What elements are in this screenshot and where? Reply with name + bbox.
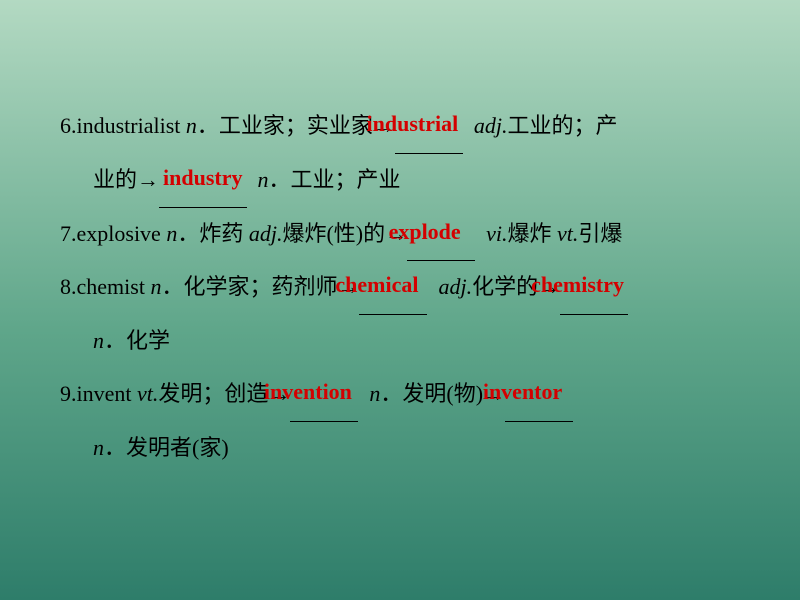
blank: industrial xyxy=(395,100,463,154)
pos: n xyxy=(93,435,104,460)
pos: n xyxy=(166,221,177,246)
def: 引爆 xyxy=(578,221,622,246)
blank: inventor xyxy=(505,368,573,422)
entry-8-line1: 8.chemist n．化学家；药剂师→chemical adj.化学的→che… xyxy=(60,261,740,315)
entry-9-line2: n．发明者(家) xyxy=(60,422,740,475)
def: ．发明者(家) xyxy=(104,435,229,460)
blank: explode xyxy=(407,208,475,262)
headword: industrialist xyxy=(77,113,181,138)
content-block: 6.industrialist n．工业家；实业家→industrial adj… xyxy=(60,100,740,475)
answer: industrial xyxy=(367,111,459,136)
headword: invent xyxy=(77,381,132,406)
pos: n xyxy=(186,113,197,138)
pos: n xyxy=(93,328,104,353)
pos: vt. xyxy=(557,221,578,246)
pos: adj. xyxy=(474,113,508,138)
pos: adj. xyxy=(249,221,283,246)
headword: chemist xyxy=(77,274,145,299)
pos: adj. xyxy=(438,274,472,299)
num: 6 xyxy=(60,113,71,138)
def: ．化学家；药剂师→ xyxy=(161,274,359,299)
entry-7: 7.explosive n．炸药 adj.爆炸(性)的→explode vi.爆… xyxy=(60,208,740,262)
num: 7 xyxy=(60,221,71,246)
def: ．炸药 xyxy=(177,221,249,246)
answer: inventor xyxy=(483,379,562,404)
answer: chemical xyxy=(335,272,418,297)
answer: industry xyxy=(163,165,242,190)
pos: vi. xyxy=(486,221,507,246)
entry-6-line2: 业的→industry n．工业；产业 xyxy=(60,154,740,208)
slide: 6.industrialist n．工业家；实业家→industrial adj… xyxy=(0,0,800,600)
def: 业的→ xyxy=(93,167,159,192)
def: ．工业家；实业家→ xyxy=(197,113,395,138)
answer: explode xyxy=(389,219,461,244)
blank: chemical xyxy=(359,261,427,315)
headword: explosive xyxy=(77,221,161,246)
entry-6-line1: 6.industrialist n．工业家；实业家→industrial adj… xyxy=(60,100,740,154)
pos: n xyxy=(369,381,380,406)
num: 9 xyxy=(60,381,71,406)
blank: industry xyxy=(159,154,246,208)
blank: chemistry xyxy=(560,261,628,315)
pos: n xyxy=(258,167,269,192)
pos: vt. xyxy=(137,381,158,406)
entry-9-line1: 9.invent vt.发明；创造→invention n．发明(物)→inve… xyxy=(60,368,740,422)
pos: n xyxy=(150,274,161,299)
entry-8-line2: n．化学 xyxy=(60,315,740,368)
num: 8 xyxy=(60,274,71,299)
answer: chemistry xyxy=(531,272,624,297)
def: 工业的；产 xyxy=(508,113,618,138)
answer: invention xyxy=(264,379,352,404)
def: ．工业；产业 xyxy=(269,167,401,192)
def: ．化学 xyxy=(104,328,170,353)
blank: invention xyxy=(290,368,358,422)
def: 爆炸 xyxy=(508,221,558,246)
